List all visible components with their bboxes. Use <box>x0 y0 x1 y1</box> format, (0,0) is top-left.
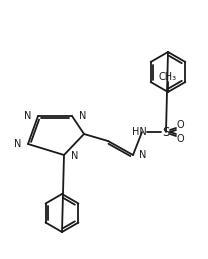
Text: N: N <box>14 139 21 149</box>
Text: O: O <box>176 134 184 144</box>
Text: CH₃: CH₃ <box>159 72 177 82</box>
Text: N: N <box>71 151 78 161</box>
Text: N: N <box>24 111 31 121</box>
Text: N: N <box>139 150 146 160</box>
Text: O: O <box>176 120 184 130</box>
Text: S: S <box>162 126 170 139</box>
Text: N: N <box>79 111 86 121</box>
Text: HN: HN <box>132 127 146 137</box>
